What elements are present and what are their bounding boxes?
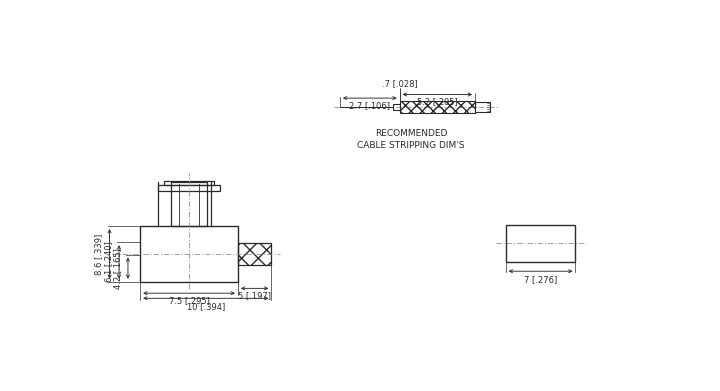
Bar — [158, 185, 220, 190]
Bar — [163, 181, 215, 185]
Bar — [400, 101, 475, 113]
Bar — [475, 102, 490, 112]
Text: 4.2 [.165]: 4.2 [.165] — [113, 248, 122, 289]
Text: 8.6 [.339]: 8.6 [.339] — [94, 233, 103, 274]
Bar — [505, 224, 575, 262]
Text: 2.7 [.106]: 2.7 [.106] — [349, 101, 390, 110]
Text: 10 [.394]: 10 [.394] — [186, 302, 225, 311]
Text: 6.1 [.240]: 6.1 [.240] — [104, 242, 114, 282]
Bar — [140, 226, 238, 282]
Text: 5 [.197]: 5 [.197] — [238, 291, 271, 300]
Text: .7 [.028]: .7 [.028] — [382, 79, 418, 88]
Text: RECOMMENDED
CABLE STRIPPING DIM'S: RECOMMENDED CABLE STRIPPING DIM'S — [357, 129, 464, 150]
Text: 7.5 [.295]: 7.5 [.295] — [168, 296, 210, 305]
Bar — [238, 243, 271, 265]
Bar — [393, 104, 400, 110]
Bar — [171, 182, 207, 226]
Text: 7 [.276]: 7 [.276] — [524, 275, 557, 284]
Text: 5.2 [.205]: 5.2 [.205] — [417, 97, 458, 106]
